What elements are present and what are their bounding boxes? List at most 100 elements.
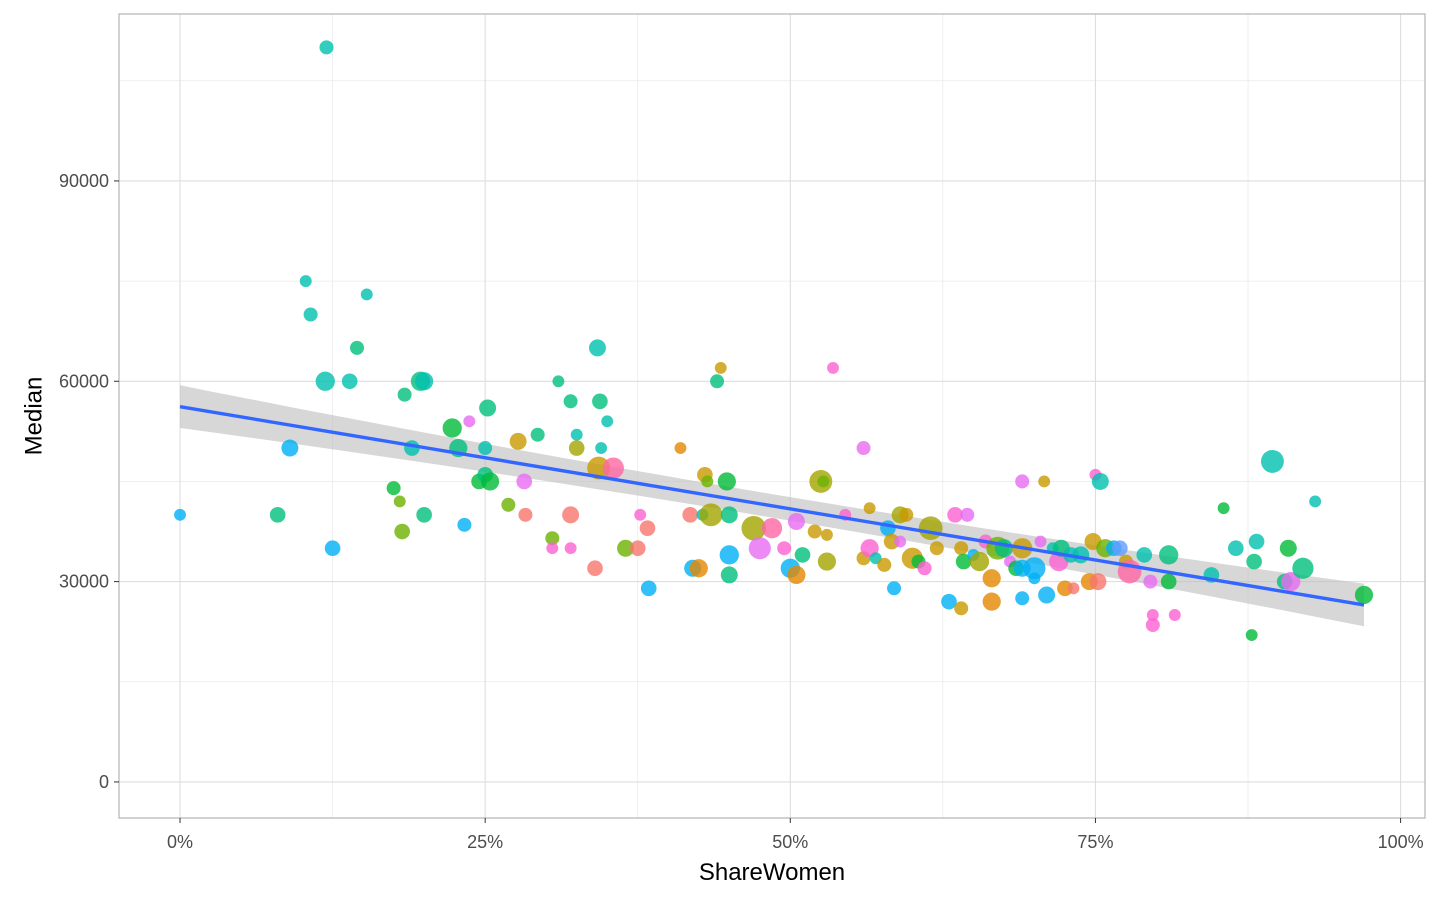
data-point [1136,547,1153,563]
data-point [1248,533,1265,550]
data-point [969,551,990,572]
data-point [587,560,603,577]
x-tick-label: 100% [1378,832,1424,852]
data-point [674,442,687,455]
data-point [568,440,585,456]
data-point [787,513,805,531]
data-point [393,495,406,508]
data-point [863,502,876,515]
data-point [639,520,656,537]
data-point [546,542,559,555]
x-tick-label: 0% [167,832,193,852]
data-point [617,539,635,557]
data-point [1015,474,1030,489]
regression-line-layer [179,404,1365,607]
data-point [480,472,500,491]
data-point [954,601,969,616]
x-axis-title: ShareWomen [699,859,845,886]
points-layer [174,40,1374,641]
data-point [1145,618,1160,633]
data-point [397,387,412,402]
data-point [1091,472,1109,490]
data-point [518,507,533,522]
data-point [595,442,608,455]
data-point [817,552,837,571]
minor-grid [119,14,1425,818]
data-point [817,475,830,488]
data-point [960,507,975,522]
data-point [856,441,871,456]
data-point [955,553,972,570]
data-point [899,507,914,522]
data-point [341,373,358,390]
data-point [281,439,299,457]
y-tick-label: 0 [99,772,109,792]
data-point [1246,553,1262,570]
data-point [1217,502,1230,515]
data-point [563,394,578,409]
data-point [319,40,334,55]
data-point [1159,545,1179,565]
data-point [714,361,727,374]
data-point [877,557,892,572]
data-point [552,375,565,388]
data-point [640,580,657,597]
data-point [516,473,533,490]
data-point [777,541,792,556]
data-point [982,569,1001,588]
data-point [299,275,312,288]
data-point [794,547,811,563]
data-point [1143,574,1158,589]
data-point [570,428,583,441]
x-axis-ticks: 0% 25% 50% 75% 100% [167,818,1424,852]
data-point [601,415,614,428]
regression-line [179,404,1365,607]
data-point [463,415,476,428]
data-point [1112,540,1128,557]
data-point [982,592,1001,611]
data-point [592,393,608,410]
y-tick-label: 60000 [59,371,109,391]
data-point [1160,573,1177,590]
data-point [1038,475,1051,488]
data-point [682,507,699,523]
data-point [887,581,902,596]
data-point [1279,539,1297,557]
data-point [994,539,1014,558]
panel-border [118,13,1426,819]
y-axis-title: Median [20,377,47,456]
data-point [1023,557,1046,580]
data-point [324,540,341,557]
data-point [1038,586,1056,604]
x-tick-label: 75% [1077,832,1113,852]
data-point [1245,629,1258,641]
data-point [174,508,186,521]
x-tick-label: 50% [772,832,808,852]
data-point [883,533,900,550]
data-point [1089,573,1107,591]
y-tick-label: 30000 [59,572,109,592]
data-point [1015,591,1030,606]
data-point [820,528,833,541]
data-point [761,518,783,539]
data-point [1168,609,1181,621]
data-point [954,541,969,556]
data-point [1034,535,1047,548]
data-point [501,497,516,512]
x-tick-label: 25% [467,832,503,852]
data-point [1292,557,1314,579]
data-point [416,507,432,523]
data-point [530,427,545,442]
data-point [741,515,766,541]
data-point [360,288,373,301]
data-point [720,506,738,524]
data-point [748,537,771,560]
data-point [634,508,647,521]
data-point [415,372,434,391]
data-point [386,481,401,496]
data-point [1057,580,1073,597]
data-point [350,340,365,355]
data-point [720,566,738,584]
data-point [1227,540,1244,557]
data-point [701,475,714,488]
